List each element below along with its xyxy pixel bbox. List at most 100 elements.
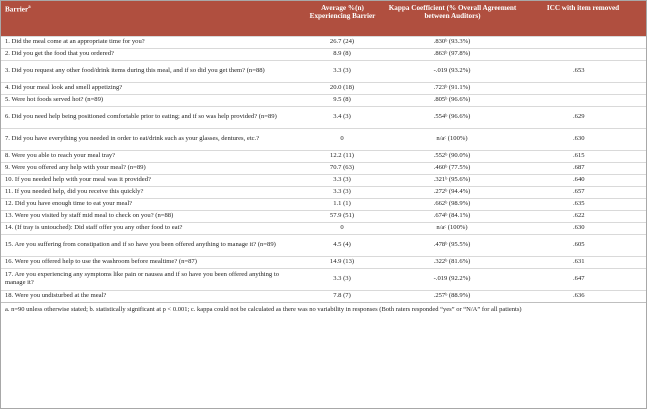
icc-value [519, 81, 646, 94]
header-icc: ICC with item removed [546, 4, 620, 12]
average-value: 57.9 (51) [299, 209, 385, 222]
kappa-value: .863ᵇ (97.8%) [385, 47, 519, 60]
icc-value: .647 [519, 267, 646, 290]
icc-value [519, 35, 646, 48]
table-row: 5. Were hot foods served hot? (n=89) 9.5 … [1, 93, 646, 106]
table-row: 4. Did your meal look and smell appetizi… [1, 81, 646, 94]
table-row: 17. Are you experiencing any symptoms li… [1, 267, 646, 290]
barrier-question: 3. Did you request any other food/drink … [1, 59, 299, 82]
average-value: 4.5 (4) [299, 233, 385, 256]
barrier-question: 13. Were you visited by staff mid meal t… [1, 209, 299, 222]
kappa-value: -.019 (92.2%) [385, 267, 519, 290]
table-row: 2. Did you get the food that you ordered… [1, 47, 646, 60]
header-average: Average %(n) Experiencing Barrier [309, 4, 376, 21]
icc-value: .629 [519, 105, 646, 128]
average-value: 14.9 (13) [299, 255, 385, 268]
kappa-value: n/aᶜ (100%) [385, 221, 519, 234]
header-barrier-label: Barrier [5, 5, 29, 14]
average-value: 3.3 (3) [299, 59, 385, 82]
kappa-value: .552ᵇ (90.0%) [385, 149, 519, 162]
icc-value: .653 [519, 59, 646, 82]
barrier-question: 11. If you needed help, did you receive … [1, 185, 299, 198]
icc-value: .635 [519, 197, 646, 210]
average-value: 3.3 (3) [299, 185, 385, 198]
table-footnote: a. n=90 unless otherwise stated; b. stat… [1, 302, 646, 314]
header-barrier-superscript: a [28, 5, 31, 10]
barrier-question: 15. Are you suffering from constipation … [1, 233, 299, 256]
average-value: 3.4 (3) [299, 105, 385, 128]
barrier-question: 2. Did you get the food that you ordered… [1, 47, 299, 60]
barrier-question: 8. Were you able to reach your meal tray… [1, 149, 299, 162]
kappa-value: -.019 (93.2%) [385, 59, 519, 82]
table-row: 10. If you needed help with your meal wa… [1, 173, 646, 186]
icc-value: .657 [519, 185, 646, 198]
icc-value: .630 [519, 127, 646, 150]
barrier-question: 14. (If tray is untouched): Did staff of… [1, 221, 299, 234]
average-value: 9.5 (8) [299, 93, 385, 106]
average-value: 3.3 (3) [299, 173, 385, 186]
average-value: 8.9 (8) [299, 47, 385, 60]
kappa-value: .322ᵇ (81.6%) [385, 255, 519, 268]
barrier-question: 7. Did you have everything you needed in… [1, 127, 299, 150]
barrier-question: 10. If you needed help with your meal wa… [1, 173, 299, 186]
table-row: 9. Were you offered any help with your m… [1, 161, 646, 174]
average-value: 0 [299, 221, 385, 234]
average-value: 1.1 (1) [299, 197, 385, 210]
icc-value: .687 [519, 161, 646, 174]
kappa-value: n/aᶜ (100%) [385, 127, 519, 150]
table-row: 12. Did you have enough time to eat your… [1, 197, 646, 210]
table-row: 11. If you needed help, did you receive … [1, 185, 646, 198]
kappa-value: .723ᵇ (91.1%) [385, 81, 519, 94]
average-value: 12.2 (11) [299, 149, 385, 162]
average-value: 7.8 (7) [299, 289, 385, 302]
table-row: 3. Did you request any other food/drink … [1, 59, 646, 82]
table-row: 7. Did you have everything you needed in… [1, 127, 646, 150]
barrier-question: 4. Did your meal look and smell appetizi… [1, 81, 299, 94]
table-row: 1. Did the meal come at an appropriate t… [1, 35, 646, 48]
icc-value: .636 [519, 289, 646, 302]
barrier-question: 16. Were you offered help to use the was… [1, 255, 299, 268]
kappa-value: .805ᵇ (96.6%) [385, 93, 519, 106]
header-kappa: Kappa Coefficient (% Overall Agreement b… [388, 4, 517, 21]
barrier-question: 6. Did you need help being positioned co… [1, 105, 299, 128]
barrier-question: 18. Were you undisturbed at the meal? [1, 289, 299, 302]
table-row: 16. Were you offered help to use the was… [1, 255, 646, 268]
table-header-row: Barriera Average %(n) Experiencing Barri… [1, 1, 646, 36]
kappa-value: .321ᵇ (95.6%) [385, 173, 519, 186]
icc-value: .631 [519, 255, 646, 268]
kappa-value: .257ᵇ (88.9%) [385, 289, 519, 302]
table-row: 14. (If tray is untouched): Did staff of… [1, 221, 646, 234]
barrier-question: 1. Did the meal come at an appropriate t… [1, 35, 299, 48]
icc-value: .605 [519, 233, 646, 256]
icc-value: .622 [519, 209, 646, 222]
icc-value: .630 [519, 221, 646, 234]
average-value: 26.7 (24) [299, 35, 385, 48]
table-row: 13. Were you visited by staff mid meal t… [1, 209, 646, 222]
table-row: 15. Are you suffering from constipation … [1, 233, 646, 256]
icc-value: .615 [519, 149, 646, 162]
icc-value: .640 [519, 173, 646, 186]
barrier-table: Barriera Average %(n) Experiencing Barri… [1, 1, 646, 302]
icc-value [519, 93, 646, 106]
kappa-value: .662ᵇ (98.9%) [385, 197, 519, 210]
kappa-value: .554ᵇ (96.6%) [385, 105, 519, 128]
kappa-value: .830ᵇ (93.3%) [385, 35, 519, 48]
header-barrier: Barriera [1, 1, 299, 36]
barrier-question: 17. Are you experiencing any symptoms li… [1, 267, 299, 290]
average-value: 20.0 (18) [299, 81, 385, 94]
table-row: 6. Did you need help being positioned co… [1, 105, 646, 128]
icc-value [519, 47, 646, 60]
kappa-value: .674ᵇ (84.1%) [385, 209, 519, 222]
kappa-value: .460ᵇ (77.5%) [385, 161, 519, 174]
table-row: 18. Were you undisturbed at the meal? 7.8… [1, 289, 646, 302]
table-row: 8. Were you able to reach your meal tray… [1, 149, 646, 162]
average-value: 0 [299, 127, 385, 150]
kappa-value: .478ᵇ (95.5%) [385, 233, 519, 256]
average-value: 3.3 (3) [299, 267, 385, 290]
average-value: 70.7 (63) [299, 161, 385, 174]
barrier-question: 9. Were you offered any help with your m… [1, 161, 299, 174]
kappa-value: .272ᵇ (94.4%) [385, 185, 519, 198]
barrier-question: 12. Did you have enough time to eat your… [1, 197, 299, 210]
barrier-question: 5. Were hot foods served hot? (n=89) [1, 93, 299, 106]
